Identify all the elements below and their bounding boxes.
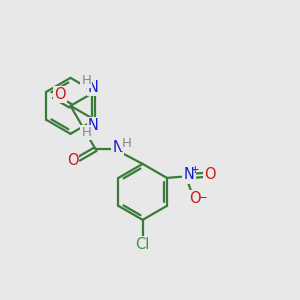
Text: N: N — [112, 140, 123, 155]
Text: +: + — [190, 165, 199, 175]
Text: O: O — [204, 167, 216, 182]
Text: H: H — [82, 126, 92, 139]
Text: −: − — [198, 190, 208, 203]
Text: O: O — [190, 191, 201, 206]
Text: O: O — [67, 153, 78, 168]
Text: N: N — [88, 118, 99, 133]
Text: H: H — [122, 137, 132, 150]
Text: Cl: Cl — [136, 237, 150, 252]
Text: N: N — [88, 80, 99, 95]
Text: N: N — [184, 167, 194, 182]
Text: H: H — [82, 74, 92, 87]
Text: O: O — [55, 87, 66, 102]
